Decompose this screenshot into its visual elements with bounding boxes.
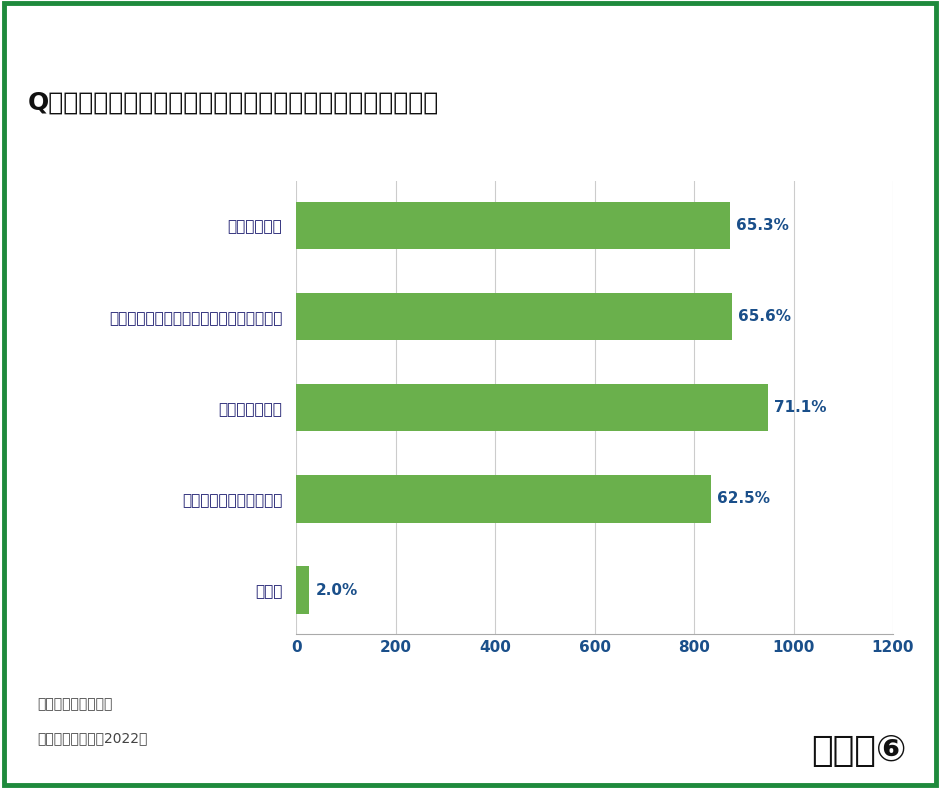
- Text: Q：性教育を実施するときに必要と感じることは何ですか？: Q：性教育を実施するときに必要と感じることは何ですか？: [28, 91, 439, 114]
- Bar: [296, 202, 729, 249]
- Bar: [296, 567, 309, 614]
- Text: 71.1%: 71.1%: [775, 400, 826, 415]
- Text: 65.6%: 65.6%: [738, 309, 791, 324]
- Text: 「性教育意識調査2022」: 「性教育意識調査2022」: [38, 731, 148, 745]
- Text: スタッフ: スタッフ: [54, 17, 104, 37]
- Text: 65.3%: 65.3%: [736, 218, 789, 233]
- Bar: [296, 475, 712, 522]
- Text: どろんこ会グループ: どろんこ会グループ: [38, 697, 113, 712]
- Text: 2.0%: 2.0%: [315, 582, 357, 597]
- Text: グラフ⑥: グラフ⑥: [811, 734, 907, 768]
- Text: 62.5%: 62.5%: [717, 492, 770, 507]
- Bar: [296, 384, 768, 432]
- Bar: [296, 293, 731, 340]
